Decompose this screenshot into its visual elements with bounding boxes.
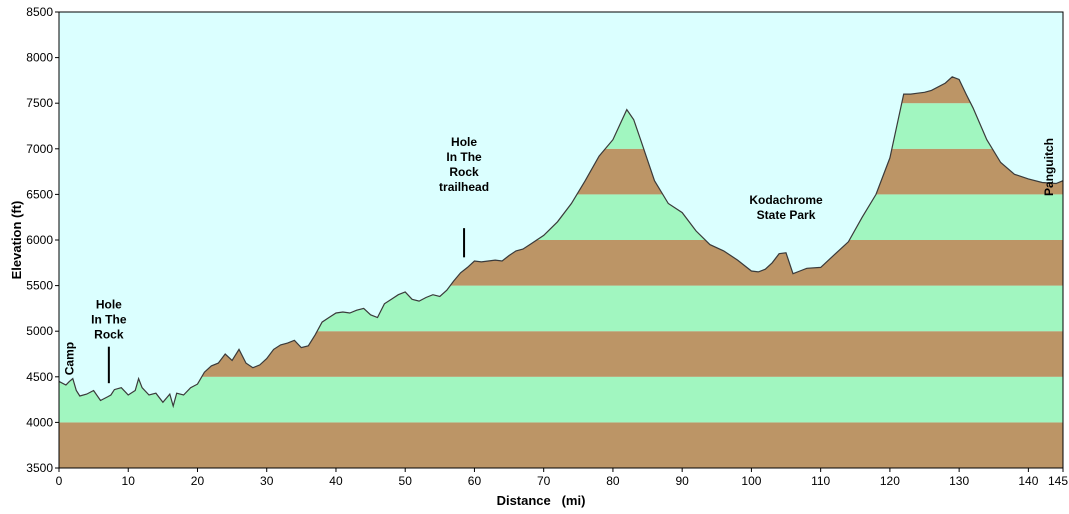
x-tick-label: 40 xyxy=(329,474,343,488)
x-axis: 0 10 20 30 40 50 60 70 80 90 100 110 120 130 140 145 xyxy=(56,468,1068,488)
x-tick-label: 80 xyxy=(606,474,620,488)
annotation-label: Hole xyxy=(96,297,122,311)
y-tick-label: 6000 xyxy=(26,233,53,247)
x-tick-label: 50 xyxy=(399,474,413,488)
y-tick-label: 5500 xyxy=(26,279,53,293)
x-tick-label: 145 xyxy=(1048,474,1068,488)
x-tick-label: 100 xyxy=(741,474,761,488)
sky-mask xyxy=(59,12,1063,406)
annotation-label: Kodachrome xyxy=(749,193,823,207)
elevation-band xyxy=(59,422,1063,468)
annotation-label: State Park xyxy=(757,208,816,222)
x-tick-label: 30 xyxy=(260,474,274,488)
x-tick-label: 140 xyxy=(1018,474,1038,488)
y-tick-label: 5000 xyxy=(26,324,53,338)
y-tick-label: 7500 xyxy=(26,96,53,110)
annotation-label: Rock xyxy=(94,327,124,341)
annotation-label: Panguitch xyxy=(1042,138,1056,196)
elevation-band xyxy=(59,376,1063,423)
annotation-label: In The xyxy=(446,150,482,164)
x-tick-label: 120 xyxy=(880,474,900,488)
y-tick-label: 8500 xyxy=(26,5,53,19)
y-axis: 3500 4000 4500 5000 5500 6000 6500 7000 7500 8000… xyxy=(26,5,59,475)
y-tick-label: 6500 xyxy=(26,187,53,201)
annotation-label: Hole xyxy=(451,135,477,149)
x-tick-label: 110 xyxy=(811,474,830,488)
y-tick-label: 7000 xyxy=(26,142,53,156)
x-tick-label: 130 xyxy=(949,474,969,488)
y-tick-label: 4500 xyxy=(26,370,53,384)
y-axis-title: Elevation (ft) xyxy=(9,201,24,280)
profile-line xyxy=(59,76,1063,409)
x-tick-label: 70 xyxy=(537,474,551,488)
x-tick-label: 90 xyxy=(675,474,689,488)
x-tick-label: 20 xyxy=(191,474,205,488)
x-tick-label: 0 xyxy=(56,474,63,488)
x-tick-label: 10 xyxy=(122,474,136,488)
annotation-label: In The xyxy=(91,312,127,326)
y-tick-label: 3500 xyxy=(26,461,53,475)
annotation-label: Rock xyxy=(449,165,479,179)
annotation-label: Camp xyxy=(62,342,76,375)
x-axis-title: Distance (mi) xyxy=(497,493,586,508)
annotation-label: trailhead xyxy=(439,180,489,194)
x-tick-label: 60 xyxy=(468,474,482,488)
y-tick-label: 4000 xyxy=(26,415,53,429)
y-tick-label: 8000 xyxy=(26,51,53,65)
